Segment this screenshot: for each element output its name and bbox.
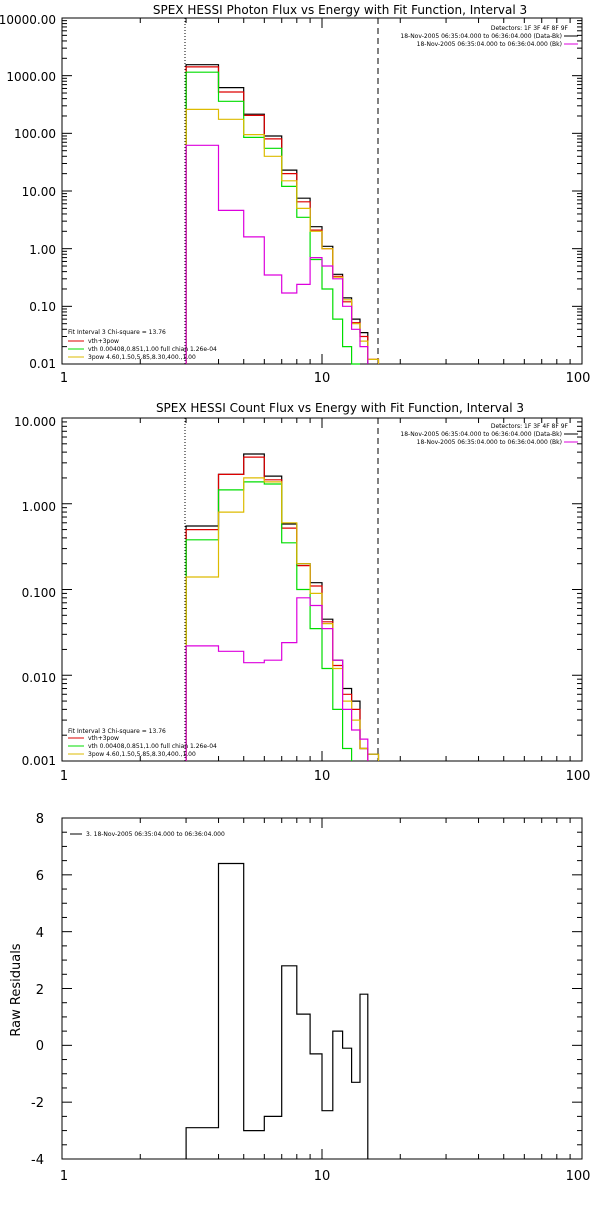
- photon-series-vth-3pow: [185, 66, 380, 364]
- count-xtick-label: 100: [566, 769, 591, 784]
- photon-ytick-label: 1000.00: [6, 70, 56, 84]
- residual-ytick-label: 2: [36, 983, 44, 998]
- count-legend-left: Fit Interval 3 Chi-square = 13.76 vth+3p…: [68, 728, 217, 758]
- count-ytick-label: 0.010: [22, 671, 56, 685]
- count-legend-fit-interval: Fit Interval 3 Chi-square = 13.76: [68, 728, 166, 735]
- photon-legend-vth: vth 0.00408,0.851,1.00 full chian 1.26e-…: [88, 346, 217, 353]
- residual-series-residual: [185, 862, 369, 1159]
- count-legend-bk: 18-Nov-2005 06:35:04.000 to 06:36:04.000…: [417, 439, 562, 446]
- photon-xtick-label: 1: [60, 371, 68, 386]
- photon-series-vth: [185, 71, 360, 365]
- residual-ytick-label: 6: [36, 869, 44, 884]
- residual-ylabel: Raw Residuals: [9, 943, 24, 1036]
- photon-legend-total: vth+3pow: [88, 338, 119, 345]
- count-ytick-label: 10.000: [14, 415, 56, 429]
- count-legend-detectors: Detectors: 1F 3F 4F 8F 9F: [491, 423, 569, 430]
- residual-ytick-label: -4: [31, 1153, 44, 1168]
- count-xtick-label: 10: [314, 769, 331, 784]
- residual-ytick-label: -2: [31, 1096, 44, 1111]
- residual-xtick-label: 1: [60, 1169, 68, 1184]
- photon-legend-left: Fit Interval 3 Chi-square = 13.76 vth+3p…: [68, 329, 217, 361]
- residual-ytick-label: 0: [36, 1039, 44, 1054]
- photon-series-group: [185, 64, 380, 365]
- count-ytick-label: 1.000: [22, 500, 56, 514]
- photon-series-bk: [185, 144, 369, 364]
- count-legend-vth: vth 0.00408,0.851,1.00 full chian 1.26e-…: [88, 743, 217, 750]
- count-series-vth-3pow: [185, 456, 369, 761]
- count-legend-total: vth+3pow: [88, 735, 119, 742]
- count-legend-data: 18-Nov-2005 06:35:04.000 to 06:36:04.000…: [400, 431, 562, 438]
- photon-ticks: [61, 17, 582, 365]
- photon-plot-frame: [61, 17, 583, 365]
- photon-legend-pow: 3pow 4.60,1.50,5.85,8.30,400.,1.00: [88, 354, 196, 361]
- count-ticks: [61, 417, 582, 762]
- photon-title: SPEX HESSI Photon Flux vs Energy with Fi…: [153, 3, 527, 17]
- count-series-3pow: [185, 477, 380, 761]
- residual-ytick-label: 8: [36, 812, 44, 827]
- residual-xtick-label: 100: [566, 1169, 591, 1184]
- photon-ytick-label: 10.00: [22, 185, 56, 199]
- residual-xtick-label: 10: [314, 1169, 331, 1184]
- count-ytick-label: 0.100: [22, 586, 56, 600]
- count-ytick-label: 0.001: [22, 754, 56, 768]
- residual-panel: 8 6 4 2 0 -2 -4 1 10 100 Raw Residuals 3…: [9, 812, 590, 1184]
- count-flux-panel: SPEX HESSI Count Flux vs Energy with Fit…: [14, 401, 590, 784]
- photon-flux-panel: SPEX HESSI Photon Flux vs Energy with Fi…: [0, 3, 590, 386]
- photon-xtick-label: 100: [566, 371, 591, 386]
- count-legend-right: Detectors: 1F 3F 4F 8F 9F 18-Nov-2005 06…: [400, 423, 578, 446]
- photon-ytick-label: 0.01: [29, 357, 56, 371]
- count-series-bk: [185, 597, 369, 761]
- count-series-vth: [185, 481, 353, 761]
- photon-legend-detectors: Detectors: 1F 3F 4F 8F 9F: [491, 25, 569, 32]
- photon-ytick-label: 0.10: [29, 300, 56, 314]
- photon-ytick-label: 1.00: [29, 243, 56, 257]
- count-title: SPEX HESSI Count Flux vs Energy with Fit…: [156, 401, 524, 415]
- photon-ytick-label: 100.00: [14, 127, 56, 141]
- count-series-group: [185, 453, 380, 761]
- photon-legend-fit-interval: Fit Interval 3 Chi-square = 13.76: [68, 329, 166, 336]
- residual-series-group: [185, 862, 369, 1159]
- count-xtick-label: 1: [60, 769, 68, 784]
- photon-legend-bk: 18-Nov-2005 06:35:04.000 to 06:36:04.000…: [417, 41, 562, 48]
- photon-xtick-label: 10: [314, 371, 331, 386]
- residual-ytick-label: 4: [36, 926, 44, 941]
- photon-legend-data: 18-Nov-2005 06:35:04.000 to 06:36:04.000…: [400, 33, 562, 40]
- photon-ytick-label: 10000.00: [0, 13, 56, 27]
- count-legend-pow: 3pow 4.60,1.50,5.85,8.30,400.,1.00: [88, 751, 196, 758]
- photon-legend-right: Detectors: 1F 3F 4F 8F 9F 18-Nov-2005 06…: [400, 25, 578, 48]
- residual-legend-label: 3. 18-Nov-2005 06:35:04.000 to 06:36:04.…: [86, 831, 225, 838]
